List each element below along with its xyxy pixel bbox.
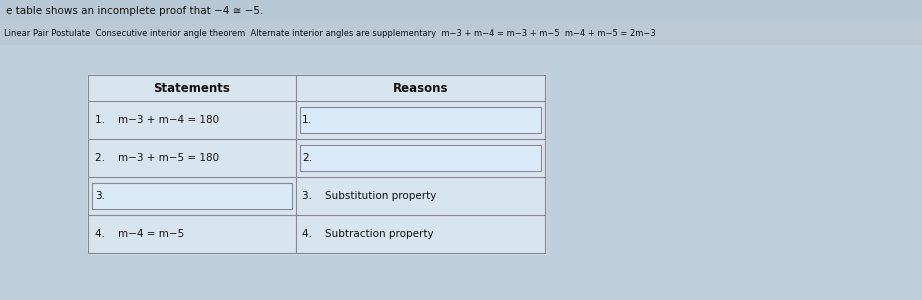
Bar — [296, 139, 545, 177]
FancyBboxPatch shape — [300, 145, 541, 171]
Text: 4.    Subtraction property: 4. Subtraction property — [301, 229, 433, 239]
Bar — [296, 101, 545, 139]
Bar — [88, 101, 296, 139]
Text: 1.    m−3 + m−4 = 180: 1. m−3 + m−4 = 180 — [95, 115, 219, 125]
Bar — [0, 22, 922, 44]
FancyBboxPatch shape — [92, 183, 292, 209]
Bar — [296, 215, 545, 253]
Text: 2.: 2. — [301, 153, 312, 163]
Bar — [88, 215, 296, 253]
Bar — [88, 177, 296, 215]
Text: Reasons: Reasons — [393, 82, 448, 94]
Text: Linear Pair Postulate  Consecutive interior angle theorem  Alternate interior an: Linear Pair Postulate Consecutive interi… — [4, 28, 656, 38]
Text: 3.: 3. — [95, 191, 105, 201]
Text: Statements: Statements — [154, 82, 230, 94]
Text: 1.: 1. — [301, 115, 312, 125]
Text: 4.    m−4 = m−5: 4. m−4 = m−5 — [95, 229, 184, 239]
Bar — [88, 75, 545, 253]
Bar — [88, 75, 545, 101]
Bar — [296, 177, 545, 215]
Text: e table shows an incomplete proof that −4 ≅ −5.: e table shows an incomplete proof that −… — [6, 6, 264, 16]
Bar — [88, 139, 296, 177]
FancyBboxPatch shape — [300, 107, 541, 133]
Bar — [0, 0, 922, 22]
Text: 2.    m−3 + m−5 = 180: 2. m−3 + m−5 = 180 — [95, 153, 219, 163]
Text: 3.    Substitution property: 3. Substitution property — [301, 191, 436, 201]
